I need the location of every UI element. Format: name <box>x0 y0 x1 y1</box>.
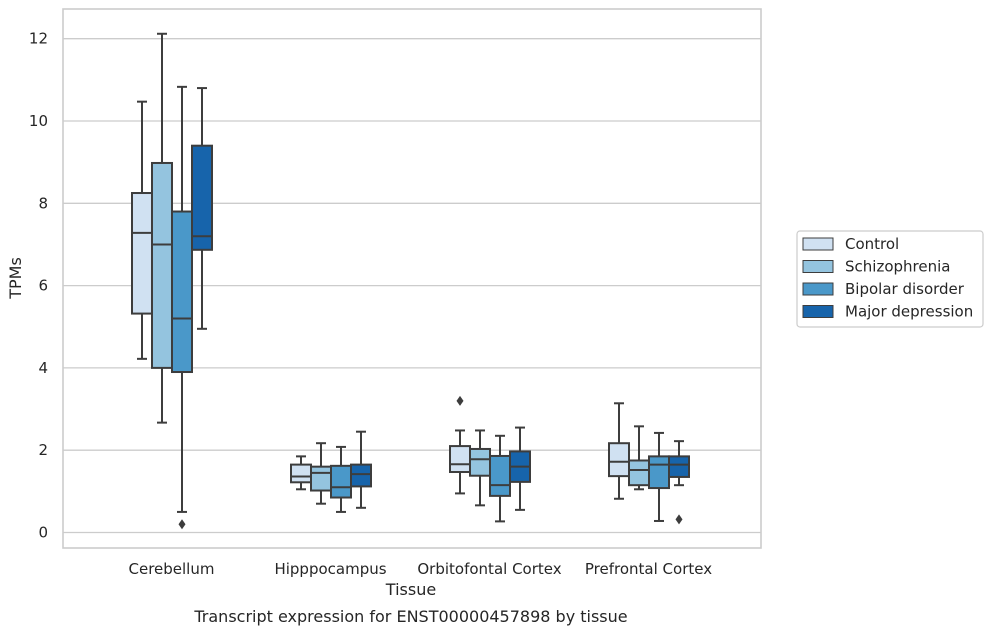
legend: Control Schizophrenia Bipolar disorder Majo… <box>796 230 984 328</box>
legend-swatch <box>802 282 834 296</box>
box-hipppocampus-schizophrenia <box>310 442 332 505</box>
y-tick-label: 12 <box>29 30 48 48</box>
x-tick-label: Cerebellum <box>129 560 215 578</box>
y-tick-labels: 0 2 4 6 8 10 12 <box>29 30 48 542</box>
box-iqr <box>489 454 511 497</box>
box-iqr <box>151 161 173 369</box>
legend-swatch <box>802 237 834 251</box>
box-iqr <box>310 465 332 492</box>
box-iqr <box>449 445 471 474</box>
legend-label: Major depression <box>845 303 973 321</box>
x-tick-label: Prefrontal Cortex <box>585 560 712 578</box>
x-axis-label: Tissue <box>385 580 436 599</box>
y-axis-label: TPMs <box>6 257 25 300</box>
outlier-point <box>456 395 464 406</box>
box-iqr <box>350 463 372 488</box>
y-tick-label: 4 <box>38 359 48 377</box>
chart-caption: Transcript expression for ENST0000045789… <box>193 607 627 626</box>
box-iqr <box>171 210 193 374</box>
y-tick-label: 8 <box>38 194 48 212</box>
y-tick-label: 10 <box>29 112 48 130</box>
box-iqr <box>608 442 630 478</box>
box-prefrontal-cortex-control <box>608 402 630 500</box>
box-cerebellum-schizophrenia <box>151 32 173 424</box>
box-orbitofontal-cortex-schizophrenia <box>469 429 491 507</box>
box-iqr <box>330 464 352 499</box>
box-iqr <box>290 463 312 484</box>
outlier-point <box>178 519 186 530</box>
legend-swatch <box>802 260 834 273</box>
box-orbitofontal-cortex-bipolar-disorder <box>489 434 511 523</box>
box-cerebellum-bipolar-disorder <box>171 85 193 530</box>
box-prefrontal-cortex-major-depression <box>668 440 690 525</box>
box-cerebellum-major-depression <box>191 87 213 330</box>
boxes <box>131 32 690 530</box>
box-iqr <box>668 455 690 478</box>
box-hipppocampus-control <box>290 455 312 491</box>
x-tick-label: Orbitofontal Cortex <box>417 560 561 578</box>
box-iqr <box>131 192 153 315</box>
y-tick-label: 6 <box>38 277 48 295</box>
legend-label: Control <box>845 235 899 253</box>
legend-swatch <box>802 305 834 318</box>
box-iqr <box>628 459 650 487</box>
box-hipppocampus-major-depression <box>350 430 372 509</box>
legend-label: Schizophrenia <box>845 258 950 276</box>
y-tick-label: 2 <box>38 441 48 459</box>
box-iqr <box>191 144 213 251</box>
legend-frame <box>796 230 984 328</box>
box-iqr <box>469 447 491 477</box>
y-tick-label: 0 <box>38 524 48 542</box>
legend-label: Bipolar disorder <box>845 280 965 298</box>
outlier-point <box>675 514 683 525</box>
x-tick-labels: Cerebellum Hipppocampus Orbitofontal Corte… <box>129 560 713 578</box>
box-prefrontal-cortex-schizophrenia <box>628 425 650 491</box>
box-orbitofontal-cortex-major-depression <box>509 426 531 511</box>
x-tick-label: Hipppocampus <box>274 560 386 578</box>
box-iqr <box>648 455 670 490</box>
gridlines <box>63 38 761 534</box>
